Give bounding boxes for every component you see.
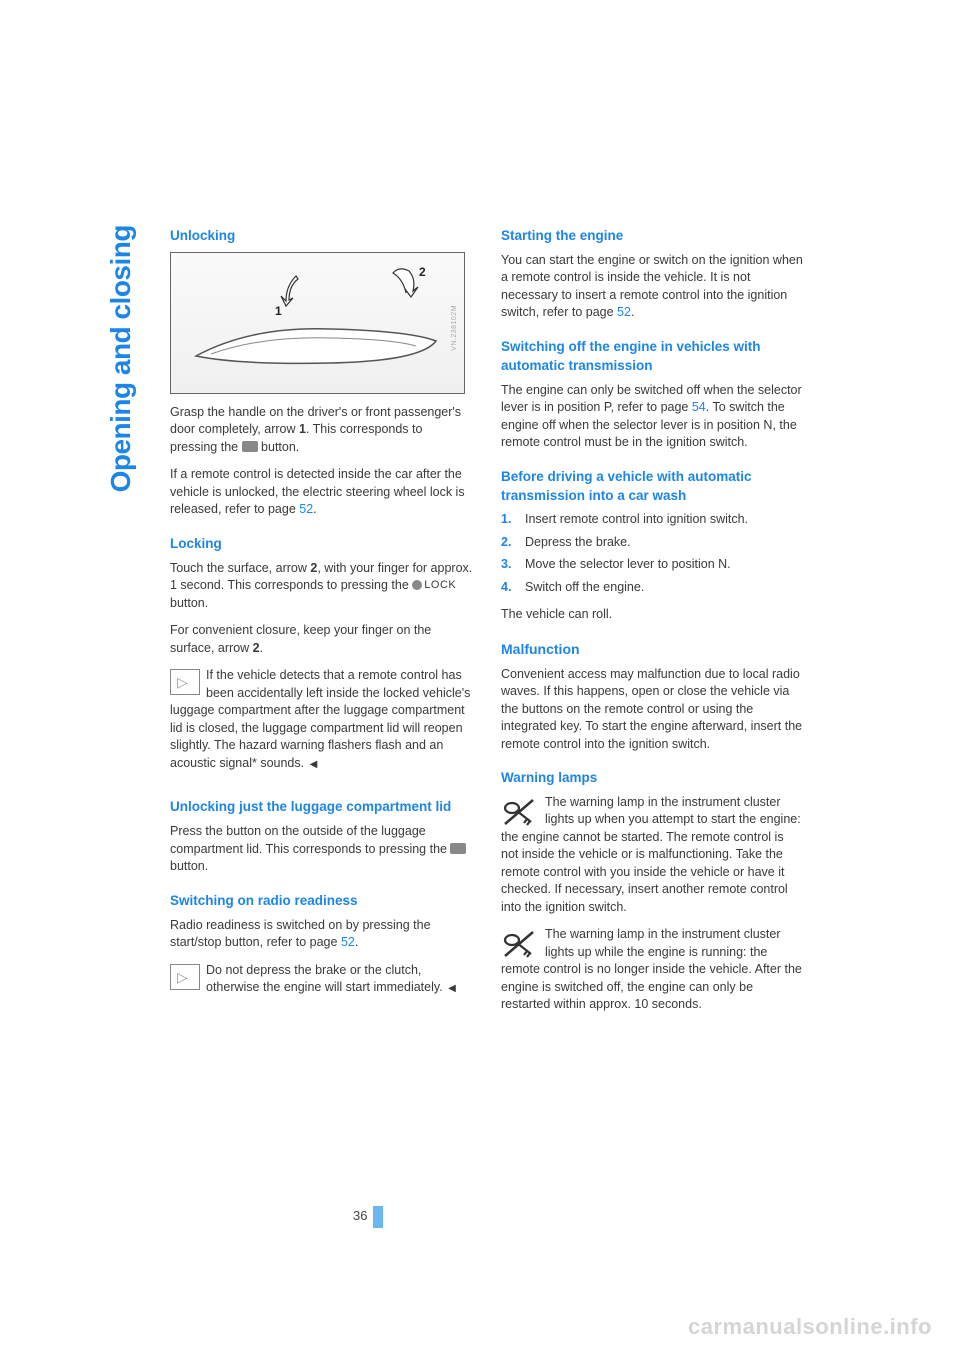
heading-malfunction: Malfunction [501,640,804,660]
start-p1: You can start the engine or switch on th… [501,252,804,322]
section-radio: Switching on radio readiness Radio readi… [170,892,473,1007]
heading-switchoff: Switching off the engine in vehicles wit… [501,338,804,376]
radio-p1: Radio readiness is switched on by pressi… [170,917,473,952]
section-locking: Locking Touch the surface, arrow 2, with… [170,535,473,782]
switchoff-p1: The engine can only be switched off when… [501,382,804,452]
right-column: Starting the engine You can start the en… [501,227,804,1040]
section-unlocking: Unlocking 1 2 VN.238102M [170,227,473,519]
section-switchoff: Switching off the engine in vehicles wit… [501,338,804,452]
unlocking-p1: Grasp the handle on the driver's or fron… [170,404,473,457]
locking-note: If the vehicle detects that a remote con… [170,667,473,772]
page-link-52b[interactable]: 52 [341,935,355,949]
page-link-54[interactable]: 54 [692,400,706,414]
key-warning-icon-2 [501,928,537,960]
page-link-52a[interactable]: 52 [299,502,313,516]
locking-p2: For convenient closure, keep your finger… [170,622,473,657]
figure-door-handle: 1 2 VN.238102M [170,252,465,394]
section-carwash: Before driving a vehicle with automatic … [501,468,804,624]
svg-text:1: 1 [275,304,282,318]
warning-p1: The warning lamp in the instrument clust… [501,794,804,917]
figure-code: VN.238102M [450,305,460,351]
heading-start: Starting the engine [501,227,804,246]
heading-warning: Warning lamps [501,769,804,788]
lock-button-icon: LOCK [412,578,456,593]
unlock-button-icon [242,441,258,452]
luggage-p1: Press the button on the outside of the l… [170,823,473,876]
heading-luggage: Unlocking just the luggage compartment l… [170,798,473,817]
heading-locking: Locking [170,535,473,554]
heading-radio: Switching on radio readiness [170,892,473,911]
svg-text:2: 2 [419,265,426,279]
page-content: Unlocking 1 2 VN.238102M [170,227,804,1040]
watermark: carmanualsonline.info [688,1314,932,1340]
note-icon [170,669,200,695]
page-number: 36 [353,1208,367,1223]
locking-p1: Touch the surface, arrow 2, with your fi… [170,560,473,613]
step-1: Insert remote control into ignition swit… [501,511,804,529]
carwash-p1: The vehicle can roll. [501,606,804,624]
section-warning: Warning lamps The warning lamp in the in… [501,769,804,1024]
side-section-title: Opening and closing [105,0,137,225]
step-3: Move the selector lever to position N. [501,556,804,574]
step-2: Depress the brake. [501,534,804,552]
section-start: Starting the engine You can start the en… [501,227,804,322]
key-warning-icon [501,796,537,828]
note-icon-2 [170,964,200,990]
heading-carwash: Before driving a vehicle with automatic … [501,468,804,506]
luggage-button-icon [450,843,466,854]
page-number-marker [373,1206,383,1228]
radio-note: Do not depress the brake or the clutch, … [170,962,473,997]
left-column: Unlocking 1 2 VN.238102M [170,227,473,1040]
step-4: Switch off the engine. [501,579,804,597]
warning-p2: The warning lamp in the instrument clust… [501,926,804,1014]
section-malfunction: Malfunction Convenient access may malfun… [501,640,804,753]
page-link-52c[interactable]: 52 [617,305,631,319]
section-luggage: Unlocking just the luggage compartment l… [170,798,473,875]
unlocking-p2: If a remote control is detected inside t… [170,466,473,519]
carwash-steps: Insert remote control into ignition swit… [501,511,804,596]
heading-unlocking: Unlocking [170,227,473,246]
malfunction-p1: Convenient access may malfunction due to… [501,666,804,754]
